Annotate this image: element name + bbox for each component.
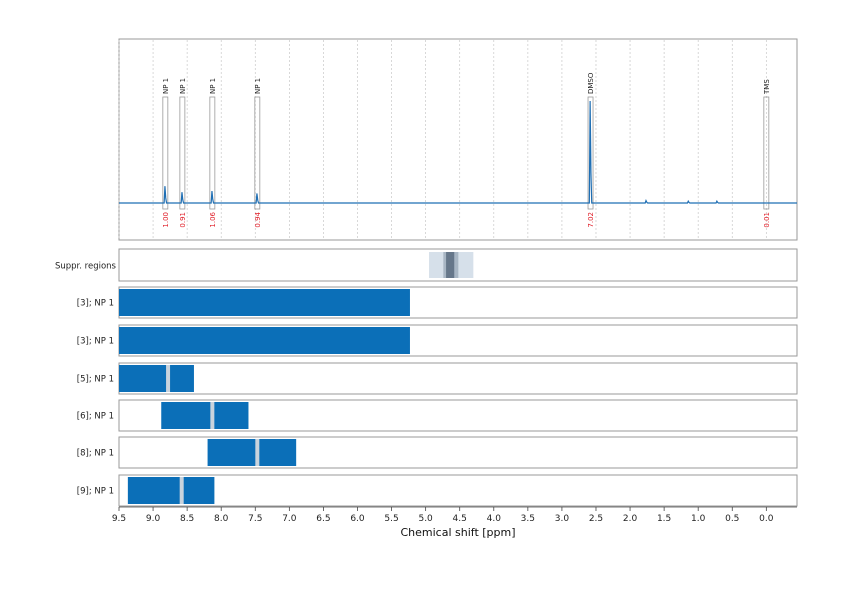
spectrum-frame <box>118 38 798 241</box>
integral-value: 1.06 <box>209 211 217 227</box>
row-label: [8]; NP 1 <box>77 449 114 459</box>
x-tick-label: 1.5 <box>657 514 671 524</box>
integral-value: 0.01 <box>763 212 771 228</box>
annotation-label: NP 1 <box>179 78 187 94</box>
spectrum-line <box>119 100 797 204</box>
annotation-box <box>587 96 594 210</box>
annotation-label: NP 1 <box>254 78 262 94</box>
x-tick-label: 7.5 <box>248 514 262 524</box>
range-bar <box>207 439 297 466</box>
row-frame <box>118 474 798 507</box>
range-bar <box>161 402 249 429</box>
integral-value: 0.91 <box>179 212 187 228</box>
integral-value: 7.02 <box>587 212 595 228</box>
x-tick-label: 3.0 <box>555 514 570 524</box>
multiplet-row: [9]; NP 1 <box>77 474 798 507</box>
suppressed-regions-panel: Suppr. regions <box>55 248 798 282</box>
annotation-box <box>254 96 261 210</box>
multiplet-rows: [3]; NP 1 [3]; NP 1 [5]; NP 1 [6]; NP 1 [8];… <box>77 286 798 507</box>
annotation-box <box>162 96 169 210</box>
row-frame <box>118 362 798 395</box>
annotation-box <box>763 96 770 210</box>
multiplet-marker <box>255 439 260 466</box>
x-tick-label: 6.5 <box>316 514 330 524</box>
row-label: [9]; NP 1 <box>77 487 114 497</box>
row-label: [3]; NP 1 <box>77 337 114 347</box>
multiplet-marker <box>210 402 215 429</box>
x-tick-label: 2.5 <box>589 514 603 524</box>
suppressed-regions-bands <box>429 252 474 278</box>
row-label: [3]; NP 1 <box>77 299 114 309</box>
x-tick-label: 3.5 <box>521 514 535 524</box>
range-bar <box>127 477 215 504</box>
annotation-label: TMS <box>763 79 771 95</box>
multiplet-row: [3]; NP 1 <box>77 286 798 319</box>
row-label: [6]; NP 1 <box>77 412 114 422</box>
x-tick-label: 0.5 <box>725 514 739 524</box>
suppressed-band-core <box>446 252 455 278</box>
spectrum-panel: NP 1 1.00 NP 1 0.91 NP 1 1.06 NP 1 0.94 DMSO 7.02… <box>118 38 798 241</box>
x-tick-label: 8.5 <box>180 514 194 524</box>
x-tick-label: 7.0 <box>282 514 297 524</box>
suppressed-regions-label: Suppr. regions <box>55 262 117 272</box>
x-axis: 9.5 9.0 8.5 8.0 7.5 7.0 6.5 6.0 5.5 5.0 4.5 4.0 3.5 3… <box>112 506 797 524</box>
range-bar <box>119 365 194 392</box>
x-tick-label: 9.0 <box>146 514 161 524</box>
x-tick-label: 8.0 <box>214 514 229 524</box>
spectrum-grid <box>118 40 767 239</box>
multiplet-row: [3]; NP 1 <box>77 324 798 357</box>
integral-value: 1.00 <box>162 212 170 228</box>
x-tick-label: 2.0 <box>623 514 638 524</box>
row-label: [5]; NP 1 <box>77 375 114 385</box>
x-tick-label: 0.0 <box>759 514 774 524</box>
x-tick-label: 6.0 <box>350 514 365 524</box>
multiplet-row: [6]; NP 1 <box>77 399 798 432</box>
multiplet-row: [5]; NP 1 <box>77 362 798 395</box>
x-axis-title: Chemical shift [ppm] <box>400 526 515 539</box>
annotation-box <box>209 96 216 210</box>
peak-annotations: NP 1 1.00 NP 1 0.91 NP 1 1.06 NP 1 0.94 DMSO 7.02… <box>162 72 771 227</box>
x-tick-label: 1.0 <box>691 514 706 524</box>
x-tick-label: 4.5 <box>453 514 467 524</box>
range-bar <box>119 327 410 354</box>
multiplet-marker <box>166 365 171 392</box>
range-bar <box>119 289 410 316</box>
multiplet-marker <box>179 477 184 504</box>
multiplet-row: [8]; NP 1 <box>77 436 798 469</box>
annotation-label: NP 1 <box>209 78 217 94</box>
annotation-box <box>179 96 186 210</box>
x-tick-label: 9.5 <box>112 514 126 524</box>
integral-value: 0.94 <box>254 211 262 227</box>
x-tick-label: 5.5 <box>384 514 398 524</box>
x-tick-label: 4.0 <box>487 514 502 524</box>
x-tick-label: 5.0 <box>418 514 433 524</box>
annotation-label: NP 1 <box>162 78 170 94</box>
annotation-label: DMSO <box>587 72 595 94</box>
